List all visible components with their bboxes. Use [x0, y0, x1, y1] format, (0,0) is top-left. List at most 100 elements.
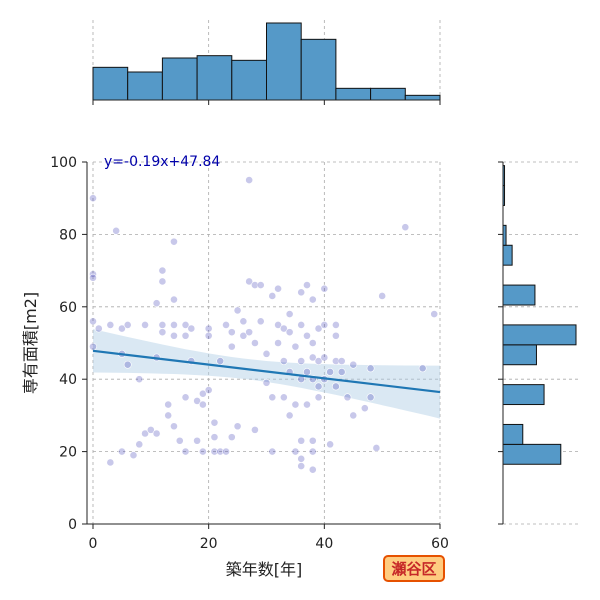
scatter-point — [326, 368, 335, 376]
scatter-point — [204, 324, 213, 333]
scatter-point — [233, 422, 242, 431]
scatter-point — [303, 368, 311, 376]
scatter-point — [360, 404, 369, 413]
regression-equation: y=-0.19x+47.84 — [104, 154, 220, 170]
y-tick-label: 60 — [59, 300, 77, 316]
scatter-point — [430, 310, 439, 318]
y-tick-label: 100 — [50, 155, 77, 171]
scatter-point — [158, 328, 167, 337]
scatter-point — [89, 342, 97, 351]
histogram-y-bar — [502, 384, 545, 406]
scatter-point — [285, 310, 294, 318]
right-marginal-histogram — [498, 161, 577, 525]
scatter-point — [204, 386, 213, 394]
scatter-point — [291, 342, 300, 351]
scatter-point — [291, 400, 300, 409]
scatter-point — [274, 320, 282, 329]
histogram-y-bar — [502, 324, 577, 346]
scatter-point — [158, 277, 167, 286]
histogram-x-bar — [266, 22, 302, 101]
scatter-point — [337, 368, 346, 376]
scatter-point — [233, 306, 242, 315]
scatter-point — [308, 447, 317, 456]
histogram-x-bar — [370, 87, 406, 101]
scatter-point — [366, 364, 375, 373]
scatter-point — [372, 444, 381, 452]
scatter-point — [129, 451, 138, 460]
scatter-point — [181, 331, 190, 340]
scatter-point — [181, 447, 190, 456]
scatter-point — [320, 320, 329, 329]
scatter-point — [158, 320, 167, 329]
scatter-point — [314, 357, 323, 365]
y-tick-label: 40 — [59, 372, 77, 388]
scatter-point — [245, 277, 254, 286]
regression-line — [92, 349, 441, 394]
scatter-point — [308, 465, 317, 474]
scatter-point — [320, 353, 329, 362]
scatter-point — [170, 331, 178, 340]
scatter-point — [331, 357, 340, 365]
scatter-point — [245, 176, 254, 184]
scatter-point — [135, 375, 144, 384]
scatter-point — [210, 447, 219, 456]
scatter-point — [89, 273, 97, 282]
scatter-point — [112, 226, 121, 235]
regression-line-path — [92, 349, 441, 394]
scatter-point — [268, 292, 277, 300]
scatter-point — [170, 237, 178, 246]
histogram-y-bar — [502, 244, 513, 266]
histogram-y-bar — [502, 344, 537, 366]
scatter-point — [256, 281, 265, 289]
scatter-point — [198, 400, 207, 409]
ward-badge-label: 瀬谷区 — [391, 560, 436, 578]
scatter-point — [274, 339, 282, 347]
scatter-point — [123, 320, 132, 329]
scatter-point — [227, 342, 236, 351]
scatter-point — [308, 353, 317, 362]
scatter-point — [268, 447, 277, 456]
scatter-point — [141, 429, 149, 438]
histogram-x-bar — [161, 57, 198, 101]
scatter-point — [285, 411, 294, 420]
scatter-point — [291, 447, 300, 456]
scatter-point — [146, 425, 155, 434]
scatter-point — [216, 357, 225, 365]
scatter-point — [94, 324, 103, 333]
x-tick-label: 20 — [200, 536, 218, 552]
scatter-point — [164, 411, 173, 420]
x-tick-label: 60 — [431, 536, 449, 552]
histogram-y-bar — [502, 423, 524, 445]
scatter-point — [245, 328, 254, 337]
scatter-point — [378, 292, 387, 300]
histogram-x-bar — [127, 71, 163, 101]
scatter-point — [198, 389, 207, 398]
histogram-y-bar — [502, 443, 562, 465]
scatter-point — [418, 364, 427, 373]
scatter-point — [314, 382, 323, 391]
scatter-point — [204, 331, 213, 340]
scatter-point — [297, 288, 306, 297]
scatter-points — [89, 176, 439, 474]
scatter-point — [227, 328, 236, 337]
scatter-point — [89, 317, 97, 326]
scatter-point — [181, 320, 190, 329]
scatter-point — [170, 320, 178, 329]
histogram-x-bar — [92, 66, 129, 101]
scatter-point — [106, 458, 115, 467]
scatter-point — [193, 397, 201, 405]
scatter-point — [135, 440, 144, 449]
y-tick-label: 80 — [59, 227, 77, 243]
scatter-point — [262, 349, 271, 358]
scatter-point — [274, 284, 282, 293]
scatter-point — [308, 436, 317, 445]
scatter-point — [303, 281, 311, 289]
ward-badge: 瀬谷区 — [383, 555, 445, 582]
scatter-point — [141, 320, 149, 329]
scatter-point — [320, 284, 329, 293]
scatter-point — [262, 378, 271, 387]
scatter-point — [349, 411, 358, 420]
scatter-point — [152, 429, 161, 438]
scatter-point — [331, 320, 340, 329]
